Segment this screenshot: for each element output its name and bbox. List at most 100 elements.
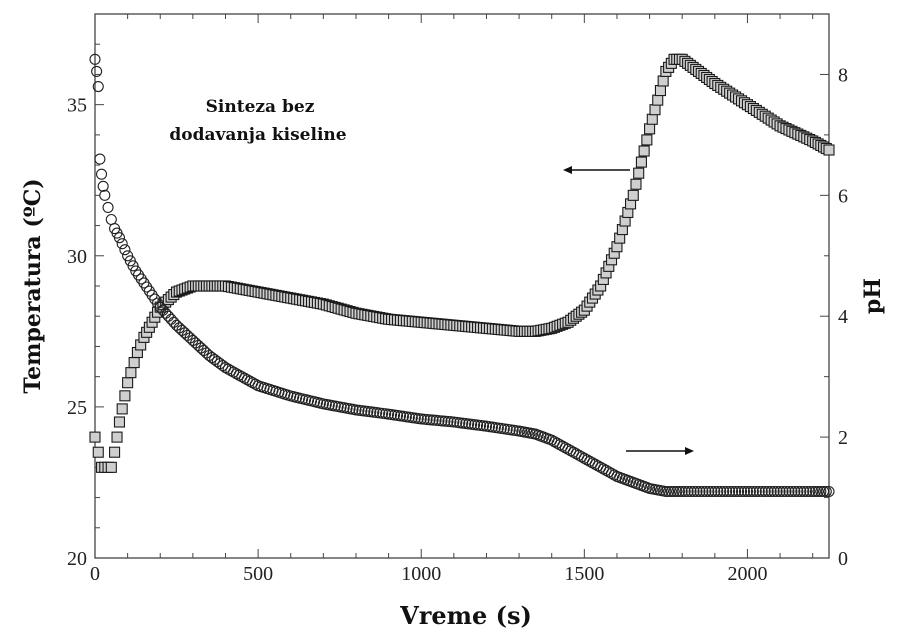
temperature-point (633, 167, 645, 179)
ph-point (804, 485, 816, 498)
ph-point (750, 485, 762, 498)
temperature-point (125, 367, 137, 379)
ph-point (741, 485, 753, 498)
ph-point (818, 485, 830, 498)
ph-point (765, 485, 777, 498)
x-tick-label: 1000 (401, 563, 441, 585)
y-tick-label: 25 (67, 397, 87, 419)
x-tick-label: 1500 (564, 563, 604, 585)
temperature-point (109, 446, 121, 458)
ph-point (99, 189, 111, 201)
ph-point (786, 485, 798, 498)
ph-point (168, 316, 180, 328)
ph-point (735, 485, 748, 498)
ph-point (768, 485, 780, 498)
ph-point (92, 80, 104, 93)
ph-point (691, 485, 703, 498)
ph-point (688, 485, 700, 498)
ph-point (668, 485, 680, 498)
y-tick-label: 35 (67, 95, 87, 117)
ph-point (445, 416, 457, 428)
ph-point (430, 414, 442, 426)
temperature-point (116, 403, 128, 415)
ph-point (712, 485, 724, 498)
y2-tick-label: 8 (838, 64, 848, 86)
ph-point (809, 485, 821, 498)
temperature-point (635, 156, 647, 168)
ph-point (738, 485, 751, 498)
ph-point (119, 244, 131, 256)
temperature-point (113, 416, 126, 428)
ph-point (744, 485, 756, 498)
ph-point (732, 485, 745, 498)
ph-point (433, 415, 445, 427)
ph-point (685, 485, 697, 498)
ph-point (89, 53, 101, 65)
y-tick-label: 20 (67, 548, 87, 570)
left-arrow (563, 166, 630, 174)
ph-point (795, 485, 807, 498)
y-axis-title: Temperatura (ºC) (20, 178, 46, 393)
ph-point (673, 485, 686, 498)
ph-point (792, 485, 804, 498)
marks-layer (89, 53, 835, 498)
ph-point (753, 485, 765, 498)
temperature-point (646, 113, 658, 125)
right-arrow (626, 447, 694, 455)
ph-point (694, 485, 706, 498)
temperature-point (128, 357, 140, 369)
temperature-point (649, 104, 661, 116)
temperature-point (654, 85, 667, 97)
ph-point (703, 485, 715, 498)
ticks-layer: 0 500 1000 1500 2000 20 25 30 35 0 2 4 6 8 (67, 13, 848, 585)
y2-tick-label: 4 (838, 306, 848, 328)
ph-point (812, 485, 824, 498)
temperature-point (89, 431, 101, 443)
temperature-point (630, 178, 642, 190)
ph-point (421, 413, 433, 426)
temperature-point (641, 134, 653, 146)
ph-point (815, 485, 827, 498)
ph-point (97, 180, 109, 192)
ph-point (780, 485, 792, 498)
ph-point (700, 485, 712, 498)
temperature-point (652, 94, 664, 106)
x-tick-label: 2000 (727, 563, 767, 585)
ph-point (789, 485, 801, 498)
ph-point (783, 485, 795, 498)
ph-point (442, 415, 454, 428)
y2-axis-title: pH (860, 278, 886, 314)
ph-point (721, 485, 733, 498)
y2-tick-label: 6 (838, 185, 848, 207)
ph-point (217, 360, 229, 372)
y-tick-label: 30 (67, 246, 87, 268)
temperature-point (111, 431, 123, 443)
ph-point (663, 485, 675, 498)
ph-point (94, 153, 106, 165)
ph-point (102, 201, 114, 213)
ph-point (665, 485, 677, 498)
ph-point (679, 485, 691, 498)
ph-point (697, 485, 709, 498)
ph-point (436, 415, 448, 427)
temperature-point (627, 189, 639, 201)
ph-point (801, 485, 813, 498)
y2-tick-label: 0 (838, 548, 848, 570)
temperature-point (644, 123, 656, 135)
ph-point (676, 485, 688, 498)
ph-point (439, 415, 451, 427)
ph-point (771, 485, 783, 498)
ph-point (718, 485, 730, 498)
temperature-point (92, 446, 104, 458)
y2-tick-label: 2 (838, 427, 848, 449)
ph-point (427, 414, 439, 426)
ph-point (162, 310, 174, 322)
ph-point (727, 485, 739, 498)
temperature-point (119, 390, 131, 402)
ph-point (798, 485, 810, 498)
annotation-line-1: Sinteza bez (206, 97, 315, 117)
x-tick-label: 0 (90, 563, 100, 585)
temperature-point (823, 144, 835, 156)
ph-point (756, 485, 768, 498)
